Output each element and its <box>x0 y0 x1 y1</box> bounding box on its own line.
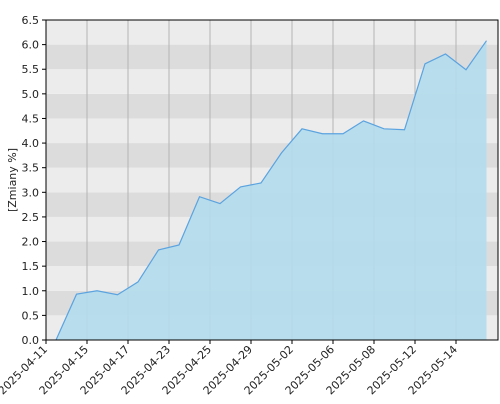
y-tick-label: 0.5 <box>22 309 40 322</box>
y-tick-label: 4.0 <box>22 137 40 150</box>
y-tick-label: 1.0 <box>22 285 40 298</box>
area-line <box>55 40 487 341</box>
y-tick-label: 5.0 <box>22 88 40 101</box>
y-tick-label: 2.5 <box>22 211 40 224</box>
y-tick-label: 5.5 <box>22 63 40 76</box>
y-tick-label: 4.5 <box>22 112 40 125</box>
grid-band <box>46 44 498 70</box>
plot-frame <box>45 19 499 341</box>
y-tick-label: 0.0 <box>22 334 40 347</box>
y-tick-label: 3.0 <box>22 186 40 199</box>
y-tick-label: 6.0 <box>22 39 40 52</box>
y-tick-label: 3.5 <box>22 162 40 175</box>
grid-band <box>46 20 498 45</box>
area-fill <box>56 40 487 341</box>
y-axis-label: [Zmiany %] <box>6 148 19 212</box>
y-tick-label: 1.5 <box>22 260 40 273</box>
y-tick-label: 2.0 <box>22 236 40 249</box>
y-tick-label: 6.5 <box>22 14 40 27</box>
